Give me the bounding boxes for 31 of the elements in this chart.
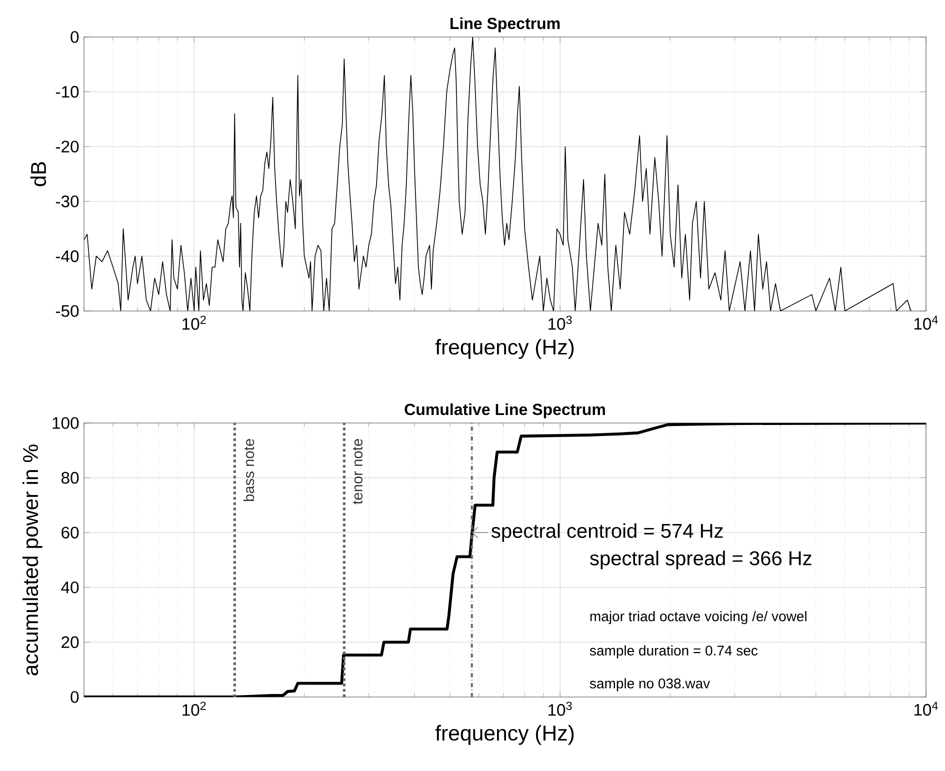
- y-tick-label: 40: [61, 582, 79, 594]
- x-axis-title: frequency (Hz): [435, 724, 574, 745]
- y-tick-label: -10: [56, 86, 79, 98]
- x-axis-title: frequency (Hz): [435, 338, 574, 359]
- y-axis-title: dB: [30, 162, 46, 186]
- y-tick-label: 60: [62, 526, 79, 538]
- annotation: sample duration = 0.74 sec: [590, 645, 758, 658]
- x-tick-label: 10$^{2}$: [182, 702, 206, 716]
- annotation: spectral spread = 366 Hz: [590, 550, 812, 570]
- y-tick-label: -40: [56, 250, 79, 262]
- annotation: major triad octave voicing /e/ vowel: [590, 611, 806, 624]
- y-tick-label: 100: [52, 417, 79, 429]
- y-tick-label: 0: [70, 691, 79, 703]
- y-axis-title: accumulated power in %: [22, 444, 42, 676]
- ref-line-label: tenor note: [352, 439, 363, 504]
- annotation: sample no 038.wav: [590, 678, 710, 692]
- x-tick-label: 10$^{4}$: [914, 316, 938, 330]
- x-tick-label: 10$^{4}$: [914, 702, 938, 716]
- x-tick-label: 10$^{2}$: [182, 316, 206, 330]
- y-tick-label: 80: [61, 472, 79, 484]
- y-tick-label: -20: [56, 140, 79, 152]
- annotation: spectral centroid = 574 Hz: [491, 523, 723, 542]
- chart-title: Cumulative Line Spectrum: [404, 403, 605, 418]
- x-tick-label: 10$^{3}$: [548, 316, 572, 330]
- y-tick-label: -30: [56, 196, 79, 208]
- ref-line-label: bass note: [243, 439, 254, 502]
- y-tick-label: 20: [62, 636, 79, 648]
- y-tick-label: 0: [70, 31, 79, 43]
- chart-title: Line Spectrum: [450, 17, 560, 32]
- x-tick-label: 10$^{3}$: [548, 702, 572, 716]
- y-tick-label: -50: [56, 305, 79, 317]
